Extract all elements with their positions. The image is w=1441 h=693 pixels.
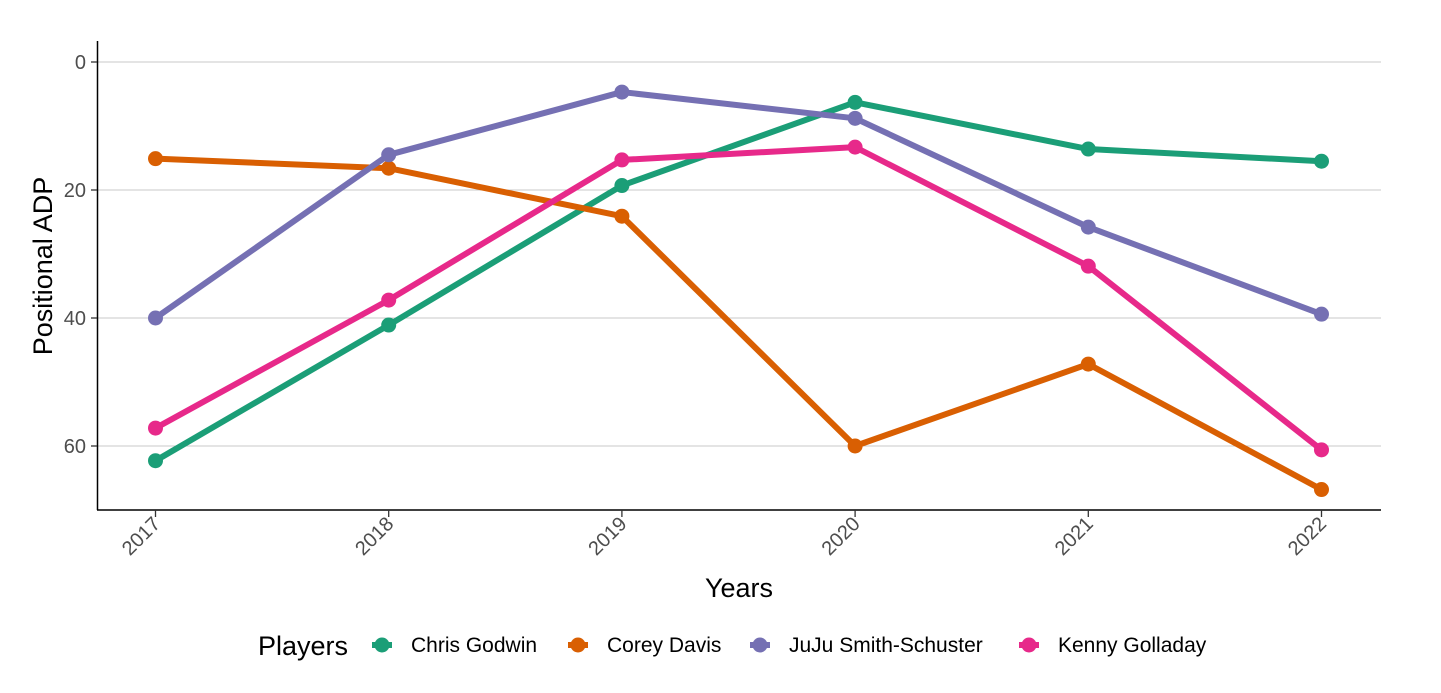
data-point-corey-davis [148,151,163,167]
data-point-kenny-golladay [381,292,397,308]
data-point-corey-davis [1080,356,1096,372]
data-point-chris-godwin [614,178,630,194]
x-tick-label: 2021 [1051,513,1098,560]
axes [96,41,1381,511]
data-point-juju-smith-schuster [1080,219,1096,235]
data-point-kenny-golladay [1080,258,1096,274]
data-point-juju-smith-schuster [847,110,863,126]
legend-label: JuJu Smith-Schuster [789,634,983,657]
data-point-corey-davis [381,160,397,176]
data-point-kenny-golladay [148,420,163,436]
series-lines [152,89,1325,493]
legend-label: Chris Godwin [411,634,537,657]
data-point-juju-smith-schuster [1314,306,1329,322]
legend: Players Chris Godwin Corey Davis JuJu Smit… [258,631,1207,661]
x-axis-title: Years [705,573,773,603]
series-line-kenny-golladay [152,144,1325,453]
data-point-kenny-golladay [847,139,863,155]
data-point-kenny-golladay [1314,442,1329,458]
x-tick-label: 2022 [1284,513,1331,560]
y-tick-label: 0 [75,52,86,74]
series-line-chris-godwin [152,99,1325,464]
legend-key-point [374,637,390,653]
legend-label: Kenny Golladay [1058,634,1207,657]
data-point-kenny-golladay [614,152,630,168]
series-line-corey-davis [152,155,1325,493]
series-line-juju-smith-schuster [152,89,1325,321]
data-point-chris-godwin [1080,141,1096,157]
legend-item-kenny-golladay: Kenny Golladay [1019,634,1207,657]
legend-key-point [570,637,586,653]
data-point-juju-smith-schuster [148,310,163,326]
y-tick-label: 20 [64,180,86,202]
x-axis-ticks: 2017 2018 2019 2020 2021 2022 [118,510,1331,560]
y-axis-ticks: 0 20 40 60 [64,52,97,458]
data-point-juju-smith-schuster [614,84,630,100]
x-tick-label: 2018 [351,513,398,560]
legend-item-juju-smith-schuster: JuJu Smith-Schuster [750,634,983,657]
legend-items: Chris Godwin Corey Davis JuJu Smith-Schust… [372,634,1207,657]
data-point-corey-davis [847,438,863,454]
data-point-chris-godwin [847,94,863,110]
legend-item-chris-godwin: Chris Godwin [372,634,537,657]
legend-key-point [1021,637,1037,653]
x-tick-label: 2017 [118,513,165,560]
data-point-corey-davis [614,208,630,224]
y-tick-label: 60 [64,436,86,458]
data-point-chris-godwin [148,453,163,469]
data-point-juju-smith-schuster [381,147,397,163]
legend-key-point [752,637,768,653]
y-axis-title: Positional ADP [28,177,58,356]
legend-label: Corey Davis [607,634,721,657]
x-tick-label: 2019 [584,513,631,560]
y-tick-label: 40 [64,308,86,330]
data-point-chris-godwin [1314,153,1329,169]
data-point-corey-davis [1314,482,1329,498]
legend-item-corey-davis: Corey Davis [568,634,721,657]
series-points [148,84,1329,498]
x-tick-label: 2020 [818,513,865,560]
data-point-chris-godwin [381,317,397,333]
y-gridlines [97,61,1381,447]
legend-title: Players [258,631,348,661]
